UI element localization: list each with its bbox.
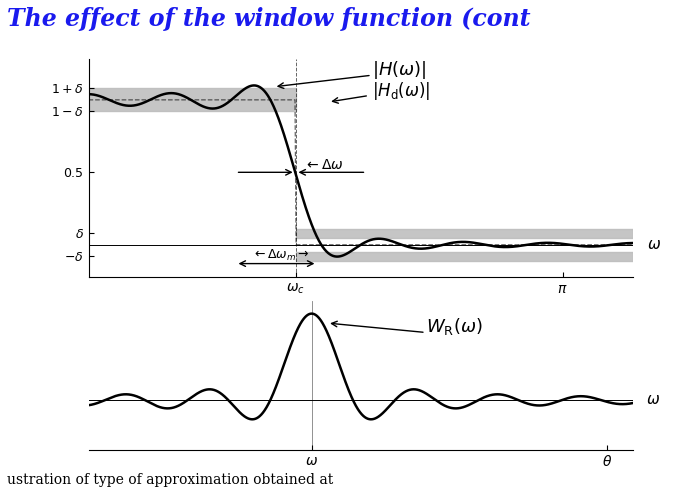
Bar — [296, 252, 633, 261]
Bar — [296, 229, 633, 238]
Text: $\omega$: $\omega$ — [647, 238, 661, 252]
Bar — [89, 88, 296, 112]
Text: $\omega$: $\omega$ — [646, 393, 661, 408]
Text: $|H(\omega)|$: $|H(\omega)|$ — [372, 59, 426, 81]
Text: $W_\mathrm{R}(\omega)$: $W_\mathrm{R}(\omega)$ — [426, 317, 482, 337]
Text: $|H_\mathrm{d}(\omega)|$: $|H_\mathrm{d}(\omega)|$ — [372, 80, 430, 101]
Text: The effect of the window function (cont: The effect of the window function (cont — [7, 7, 530, 32]
Text: $\leftarrow \Delta\omega_m \rightarrow$: $\leftarrow \Delta\omega_m \rightarrow$ — [252, 248, 310, 263]
Text: ustration of type of approximation obtained at: ustration of type of approximation obtai… — [7, 473, 333, 487]
Text: $\leftarrow \Delta\omega$: $\leftarrow \Delta\omega$ — [304, 159, 343, 172]
